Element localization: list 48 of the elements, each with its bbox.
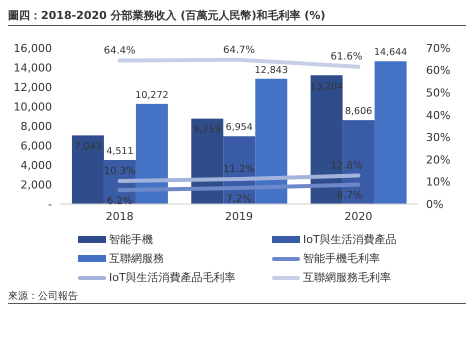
- data-label: 8.7%: [336, 190, 362, 202]
- data-label: 6,954: [226, 122, 253, 134]
- y-tick-label: 2,000: [20, 178, 52, 192]
- x-tick-label: 2020: [344, 210, 372, 223]
- legend-label: 智能手機: [109, 232, 153, 247]
- data-label: 8,606: [345, 106, 372, 118]
- y2-tick-label: 10%: [426, 176, 450, 189]
- y2-tick-label: 70%: [426, 42, 450, 55]
- x-tick-label: 2019: [225, 210, 253, 223]
- y2-tick-label: 0%: [426, 198, 444, 211]
- data-label: 10.3%: [104, 166, 136, 178]
- legend-label: 智能手機毛利率: [303, 251, 380, 266]
- y-tick-label: 8,000: [20, 120, 52, 133]
- data-label: 14,644: [374, 47, 408, 58]
- legend-label: IoT與生活消費產品: [303, 232, 397, 247]
- legend-label: IoT與生活消費產品毛利率: [109, 270, 236, 285]
- y2-tick-label: 30%: [426, 131, 450, 144]
- bar: [374, 61, 407, 204]
- legend-label: 互聯網服務: [109, 251, 164, 266]
- chart-title: 圖四：2018-2020 分部業務收入 (百萬元人民幣)和毛利率 (%): [8, 8, 466, 26]
- data-label: 8,759: [194, 124, 221, 136]
- y2-tick-label: 50%: [426, 86, 450, 100]
- y-tick-label: 14,000: [14, 61, 52, 74]
- data-label: 11.2%: [223, 164, 255, 176]
- text: 來源：公司報告: [8, 289, 466, 304]
- y2-tick-label: 20%: [426, 153, 450, 166]
- data-label: 7.2%: [226, 194, 252, 205]
- data-label: 7,043: [74, 141, 102, 152]
- y2-tick-label: 40%: [426, 108, 450, 122]
- legend-label: 互聯網服務毛利率: [303, 270, 391, 285]
- data-label: 4,511: [106, 146, 134, 158]
- x-tick-label: 2018: [106, 210, 134, 223]
- data-label: 64.7%: [223, 44, 255, 56]
- bar: [136, 104, 168, 204]
- y2-tick-label: 60%: [426, 64, 450, 78]
- data-label: 61.6%: [330, 52, 362, 63]
- y-tick-label: 6,000: [20, 139, 52, 152]
- y-tick-label: 4,000: [20, 158, 52, 172]
- data-label: 12,843: [254, 64, 288, 76]
- data-label: 64.4%: [104, 45, 136, 56]
- data-label: 10,272: [135, 90, 169, 101]
- bar: [255, 78, 288, 204]
- y-tick-label: 12,000: [14, 80, 52, 94]
- data-label: 12.8%: [330, 160, 362, 172]
- y-tick-label: 16,000: [14, 42, 52, 55]
- y-tick-label: -: [48, 198, 52, 211]
- bar: [72, 135, 104, 204]
- y-tick-label: 10,000: [14, 100, 52, 114]
